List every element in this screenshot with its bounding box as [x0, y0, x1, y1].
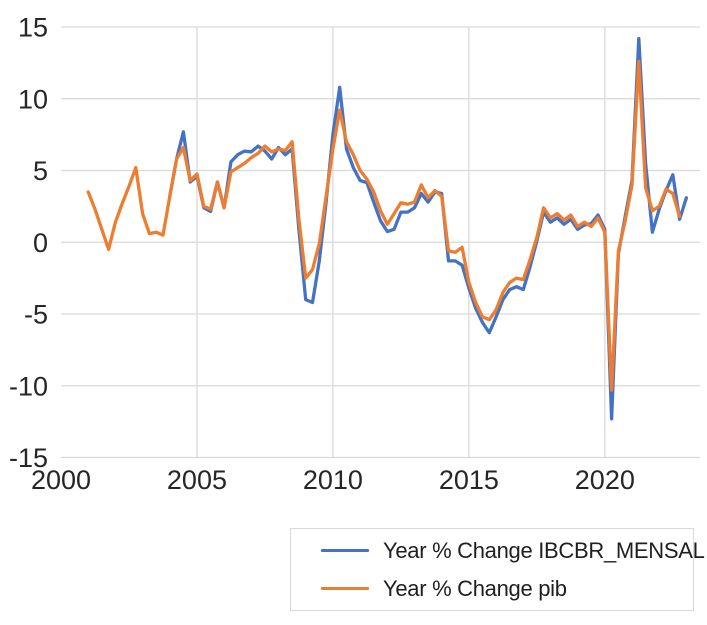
pib-line-swatch [321, 586, 369, 591]
x-axis-tick-label: 2000 [31, 465, 91, 495]
ibcbr-line-swatch [321, 548, 369, 553]
pib-legend-label: Year % Change pib [383, 575, 567, 601]
legend-item-ibcbr: Year % Change IBCBR_MENSAL [321, 536, 705, 566]
x-axis-tick-label: 2020 [575, 465, 635, 495]
x-axis-tick-label: 2015 [439, 465, 499, 495]
y-axis-tick-label: 5 [33, 156, 48, 186]
ibcbr-legend-label: Year % Change IBCBR_MENSAL [383, 537, 705, 563]
y-axis-tick-label: -10 [9, 371, 48, 401]
y-axis-tick-label: 15 [18, 13, 48, 43]
y-axis-tick-label: 10 [18, 84, 48, 114]
legend-item-pib: Year % Change pib [321, 574, 693, 604]
x-axis-tick-label: 2010 [303, 465, 363, 495]
x-axis-tick-label: 2005 [167, 465, 227, 495]
y-axis-tick-label: -5 [24, 300, 48, 330]
y-axis-tick-label: -15 [9, 443, 48, 473]
legend: Year % Change IBCBR_MENSAL Year % Change… [290, 528, 705, 611]
y-axis-tick-label: 0 [33, 228, 48, 258]
series-line-pib [86, 59, 682, 392]
